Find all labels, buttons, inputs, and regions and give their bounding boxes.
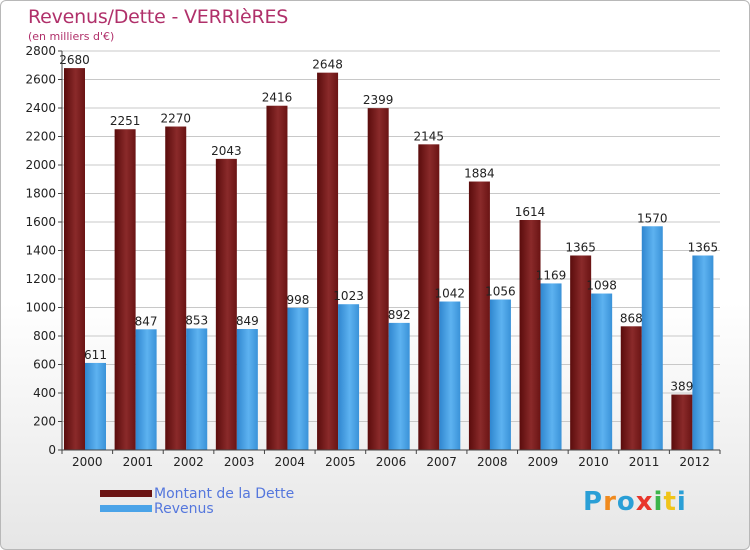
bar-revenus <box>641 226 663 450</box>
x-tick-label: 2004 <box>274 455 305 469</box>
bar-dette <box>570 255 592 450</box>
bar-revenus <box>287 307 309 450</box>
bar-revenus <box>135 329 157 450</box>
data-label: 2251 <box>110 114 141 128</box>
bar-dette <box>64 68 85 450</box>
bar-dette <box>114 129 136 451</box>
data-label: 2399 <box>363 93 394 107</box>
data-label: 1169 <box>536 268 567 282</box>
bar-revenus <box>439 301 461 450</box>
legend-item-revenus: Revenus <box>100 500 294 517</box>
data-label: 892 <box>388 308 411 322</box>
legend-label-revenus: Revenus <box>154 500 214 517</box>
x-tick-label: 2001 <box>123 455 154 469</box>
data-label: 611 <box>84 348 107 362</box>
y-tick-label: 200 <box>33 415 56 429</box>
data-label: 2680 <box>59 53 90 67</box>
logo-letter: i <box>676 487 687 517</box>
data-label: 1098 <box>586 279 617 293</box>
y-tick-label: 2200 <box>25 130 56 144</box>
data-label: 2043 <box>211 144 242 158</box>
x-tick-label: 2003 <box>224 455 255 469</box>
proxiti-logo: Proxiti <box>583 487 687 517</box>
data-label: 998 <box>287 293 310 307</box>
y-tick-label: 1000 <box>25 301 56 315</box>
x-tick-label: 2012 <box>679 455 710 469</box>
bar-dette <box>367 108 389 450</box>
logo-letter: t <box>663 487 677 517</box>
bar-dette <box>620 326 642 450</box>
x-tick-label: 2011 <box>629 455 660 469</box>
logo-letter: o <box>616 487 636 517</box>
y-tick-label: 1400 <box>25 244 56 258</box>
bar-revenus <box>236 329 258 450</box>
x-tick-label: 2005 <box>325 455 356 469</box>
data-label: 2416 <box>262 91 293 105</box>
data-label: 1365 <box>688 240 719 254</box>
legend-swatch-revenus <box>100 505 152 512</box>
data-label: 389 <box>670 380 693 394</box>
data-label: 2270 <box>160 112 191 126</box>
bar-dette <box>317 72 339 450</box>
logo-letter: r <box>603 487 617 517</box>
bar-dette <box>266 105 288 450</box>
bar-dette <box>468 181 490 450</box>
data-label: 847 <box>135 314 158 328</box>
data-label: 853 <box>185 313 208 327</box>
bar-revenus <box>591 293 613 450</box>
chart-title: Revenus/Dette - VERRIèRES <box>28 6 289 28</box>
y-tick-label: 2800 <box>25 44 56 58</box>
bar-revenus <box>338 304 360 450</box>
y-tick-label: 2000 <box>25 158 56 172</box>
data-label: 1056 <box>485 285 516 299</box>
y-tick-label: 2600 <box>25 73 56 87</box>
data-label: 2648 <box>312 58 343 72</box>
y-tick-label: 800 <box>33 329 56 343</box>
bar-revenus <box>388 322 410 450</box>
data-label: 1614 <box>515 205 546 219</box>
bar-revenus <box>186 328 208 450</box>
bar-revenus <box>85 362 106 450</box>
x-tick-label: 2000 <box>72 455 103 469</box>
legend-item-debt: Montant de la Dette <box>100 485 295 502</box>
x-tick-label: 2010 <box>578 455 609 469</box>
x-tick-label: 2007 <box>426 455 457 469</box>
y-tick-label: 1200 <box>25 272 56 286</box>
x-tick-label: 2008 <box>477 455 508 469</box>
y-tick-label: 2400 <box>25 101 56 115</box>
data-label: 1884 <box>464 167 495 181</box>
x-tick-label: 2009 <box>528 455 559 469</box>
bar-dette <box>165 126 187 451</box>
data-label: 849 <box>236 314 259 328</box>
data-label: 1042 <box>435 287 466 301</box>
bar-dette <box>418 144 440 450</box>
bar-dette <box>215 158 237 450</box>
y-tick-label: 600 <box>33 358 56 372</box>
bar-dette <box>671 394 693 450</box>
logo-letter: i <box>653 487 664 517</box>
logo-letter: P <box>583 487 604 517</box>
data-label: 1023 <box>333 289 364 303</box>
logo-letter: x <box>635 487 654 517</box>
chart-subtitle: (en milliers d'€) <box>28 30 115 43</box>
legend-label-debt: Montant de la Dette <box>154 485 295 502</box>
bar-dette <box>519 220 541 450</box>
bar-revenus <box>692 255 714 450</box>
y-tick-label: 0 <box>48 443 56 457</box>
data-label: 1570 <box>637 211 668 225</box>
legend: Montant de la Dette Revenus <box>100 485 295 517</box>
data-label: 1365 <box>565 240 596 254</box>
bar-revenus <box>489 299 511 450</box>
x-tick-label: 2006 <box>376 455 407 469</box>
y-tick-label: 400 <box>33 386 56 400</box>
data-label: 2145 <box>414 129 445 143</box>
x-tick-label: 2002 <box>173 455 204 469</box>
data-label: 868 <box>620 311 643 325</box>
bar-revenus <box>540 283 562 450</box>
y-tick-label: 1600 <box>25 215 56 229</box>
y-tick-label: 1800 <box>25 187 56 201</box>
legend-swatch-debt <box>100 490 152 497</box>
